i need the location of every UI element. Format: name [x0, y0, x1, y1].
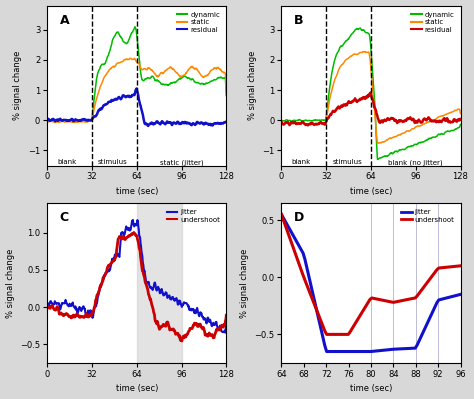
- Y-axis label: % signal change: % signal change: [247, 51, 256, 120]
- Legend: jitter, undershoot: jitter, undershoot: [164, 206, 223, 225]
- X-axis label: time (sec): time (sec): [350, 187, 392, 196]
- Legend: jitter, undershoot: jitter, undershoot: [399, 206, 457, 225]
- Text: blank (no jitter): blank (no jitter): [388, 160, 443, 166]
- Legend: dynamic, static, residual: dynamic, static, residual: [174, 9, 223, 36]
- Text: C: C: [60, 211, 69, 224]
- Text: static (jitter): static (jitter): [160, 160, 203, 166]
- Legend: dynamic, static, residual: dynamic, static, residual: [409, 9, 457, 36]
- Y-axis label: % signal change: % signal change: [240, 248, 249, 318]
- Y-axis label: % signal change: % signal change: [6, 248, 15, 318]
- X-axis label: time (sec): time (sec): [116, 187, 158, 196]
- X-axis label: time (sec): time (sec): [350, 385, 392, 393]
- Text: stimulus: stimulus: [332, 160, 362, 166]
- Text: blank: blank: [292, 160, 310, 166]
- Text: A: A: [60, 14, 69, 27]
- Text: B: B: [294, 14, 303, 27]
- Text: stimulus: stimulus: [98, 160, 128, 166]
- Text: D: D: [294, 211, 304, 224]
- Y-axis label: % signal change: % signal change: [13, 51, 22, 120]
- Text: blank: blank: [57, 160, 76, 166]
- Bar: [137, 203, 182, 363]
- X-axis label: time (sec): time (sec): [116, 385, 158, 393]
